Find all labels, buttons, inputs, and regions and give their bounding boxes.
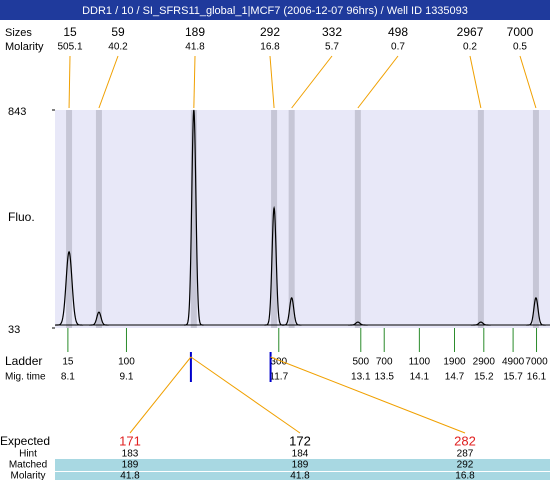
sizes-label: Sizes	[5, 27, 32, 39]
peak-connector	[68, 55, 71, 109]
ladder-time: 15.2	[474, 372, 494, 383]
plot-area	[55, 110, 550, 328]
peak-molarity: 41.8	[185, 42, 205, 53]
hint-size: 184	[292, 449, 309, 460]
ladder-time: 8.1	[61, 372, 75, 383]
peak-band	[354, 110, 361, 328]
ladder-time: 11.7	[269, 372, 288, 383]
peak-molarity: 505.1	[57, 42, 82, 53]
peak-size: 189	[185, 25, 205, 39]
alignment-connector	[129, 356, 192, 434]
peak	[55, 250, 84, 326]
y-axis-label: Fluo.	[8, 210, 35, 224]
peak-connector	[193, 55, 196, 109]
peak	[526, 297, 546, 326]
matched-size: 292	[457, 460, 474, 471]
peak-size: 7000	[507, 25, 534, 39]
ladder-size: 700	[376, 357, 393, 368]
peak-band	[532, 110, 539, 328]
molarity-label: Molarity	[5, 41, 44, 53]
alignment-connector	[190, 356, 301, 434]
peak-band	[66, 110, 73, 328]
hint-label: Hint	[19, 449, 37, 460]
peak-size: 498	[388, 25, 408, 39]
matched-size: 189	[292, 460, 309, 471]
title: DDR1 / 10 / SI_SFRS11_global_1|MCF7 (200…	[82, 5, 468, 17]
peak-band	[190, 110, 197, 328]
expected-size: 172	[289, 433, 311, 448]
ladder-size: 500	[352, 357, 369, 368]
peak-connector	[519, 55, 537, 109]
peak	[183, 109, 204, 326]
peak	[264, 205, 284, 326]
ladder-time: 13.5	[374, 372, 394, 383]
peak-molarity: 40.2	[108, 42, 128, 53]
peak-connector	[357, 55, 399, 109]
matched-row-bg	[55, 459, 550, 471]
peak-connector	[269, 55, 275, 109]
matched-size: 189	[122, 460, 139, 471]
matched-molarity: 41.8	[120, 471, 140, 480]
matched-molarity: 16.8	[455, 471, 475, 480]
peak-molarity: 5.7	[325, 42, 339, 53]
ladder-size: 300	[270, 357, 287, 368]
ladder-size: 15	[62, 357, 74, 368]
ladder-size: 2900	[473, 357, 496, 368]
ladder-time: 15.7	[503, 372, 523, 383]
expected-size: 282	[454, 433, 476, 448]
molarity-row-bg	[55, 472, 550, 480]
peak-size: 59	[111, 25, 125, 39]
ladder-size: 1100	[409, 357, 431, 368]
peak-band	[288, 110, 295, 328]
y-tick-label: 843	[8, 106, 26, 118]
hint-size: 287	[457, 449, 474, 460]
ladder-label: Ladder	[5, 354, 42, 368]
peak-molarity: 0.5	[513, 42, 527, 53]
peak	[281, 297, 302, 326]
peak-band	[271, 110, 278, 328]
ladder-time: 13.1	[351, 372, 371, 383]
matched-label: Matched	[9, 460, 47, 471]
peak-size: 332	[322, 25, 342, 39]
ladder-size: 100	[118, 357, 135, 368]
peak-connector	[469, 55, 482, 109]
peak	[348, 321, 368, 326]
title-bar	[0, 0, 550, 20]
peak-size: 15	[63, 25, 77, 39]
ladder-size: 4900	[502, 357, 525, 368]
ladder-time: 9.1	[120, 372, 134, 383]
ladder-size: 7000	[525, 357, 548, 368]
y-tick-label: 33	[8, 324, 20, 336]
mig-time-label: Mig. time	[5, 372, 46, 383]
peak-band	[95, 110, 102, 328]
peak	[89, 311, 109, 326]
peak-size: 292	[260, 25, 280, 39]
alignment-connector	[270, 356, 466, 434]
peak-molarity: 0.7	[391, 42, 405, 53]
peak-size: 2967	[457, 25, 484, 39]
peak	[471, 321, 491, 326]
peak-connector	[98, 55, 119, 109]
expected-label: Expected	[0, 434, 50, 448]
expected-size: 171	[119, 433, 141, 448]
peak-molarity: 16.8	[260, 42, 280, 53]
hint-size: 183	[122, 449, 139, 460]
ladder-size: 1900	[443, 357, 466, 368]
matched-molarity: 41.8	[290, 471, 310, 480]
peak-band	[477, 110, 484, 328]
molarity-row-label: Molarity	[10, 471, 45, 480]
ladder-time: 14.1	[410, 372, 430, 383]
ladder-time: 14.7	[445, 372, 465, 383]
peak-connector	[291, 55, 333, 109]
peak-molarity: 0.2	[463, 42, 477, 53]
ladder-time: 16.1	[527, 372, 547, 383]
